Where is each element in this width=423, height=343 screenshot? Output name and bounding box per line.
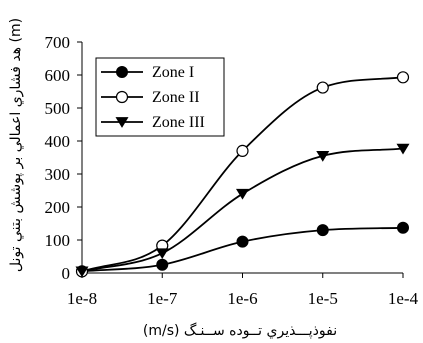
- data-point: [316, 224, 329, 237]
- data-point: [156, 258, 169, 271]
- y-tick-label: 600: [45, 66, 71, 85]
- y-tick-label: 200: [45, 198, 71, 217]
- data-point: [316, 81, 329, 94]
- legend-marker: [115, 117, 129, 128]
- data-point: [236, 235, 249, 248]
- legend-label: Zone III: [152, 114, 205, 131]
- data-point: [236, 188, 249, 200]
- series-line: [81, 226, 404, 273]
- y-axis-title: هد فشاري اعمالي بر پوشش بتني تونل (m): [8, 18, 24, 272]
- series-line: [81, 147, 404, 273]
- x-tick-label: 1e-7: [147, 289, 178, 308]
- data-point: [396, 143, 410, 155]
- data-point: [155, 248, 169, 260]
- x-tick-label: 1e-8: [67, 289, 97, 308]
- x-tick-label: 1e-6: [227, 289, 257, 308]
- data-point: [236, 144, 249, 157]
- x-tick-label: 1e-5: [308, 289, 338, 308]
- y-tick-label: 700: [45, 33, 71, 52]
- y-tick-label: 500: [45, 99, 71, 118]
- legend-label: Zone II: [152, 89, 200, 106]
- y-tick-label: 300: [45, 165, 71, 184]
- x-axis-title: (m/s) نفوذپـــذيري تــوده ســنـگ: [143, 322, 337, 339]
- x-tick-label: 1e-4: [388, 289, 419, 308]
- data-point: [316, 150, 330, 162]
- legend-marker: [116, 66, 128, 78]
- legend-marker: [115, 90, 129, 104]
- legend-label: Zone I: [152, 64, 194, 81]
- y-tick-label: 100: [45, 231, 71, 250]
- data-point: [396, 71, 410, 84]
- legend: Zone I Zone II Zone III: [95, 57, 225, 137]
- y-tick-label: 0: [62, 264, 71, 283]
- y-tick-label: 400: [45, 132, 71, 151]
- data-point: [75, 266, 89, 278]
- data-point: [397, 221, 409, 234]
